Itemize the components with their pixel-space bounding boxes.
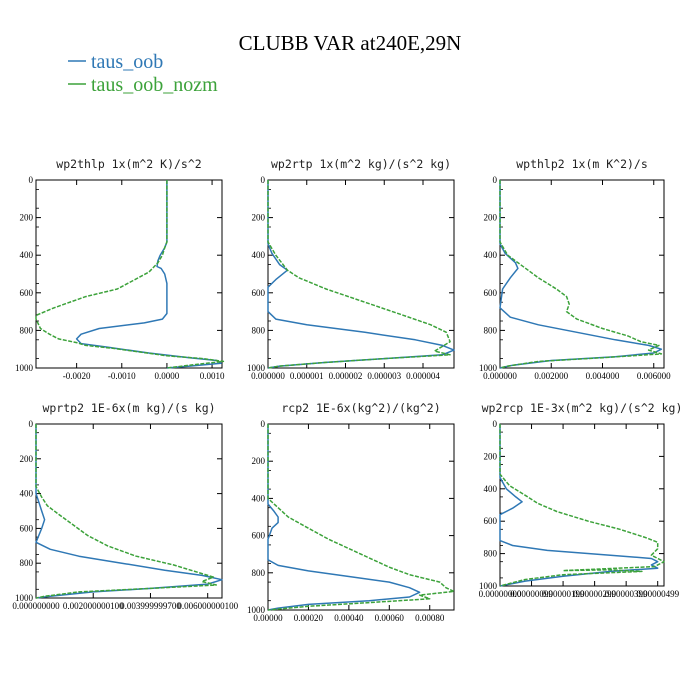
y-tick-label: 1000 bbox=[479, 581, 498, 591]
y-tick-label: 800 bbox=[484, 325, 498, 335]
series-line-taus-oob bbox=[75, 180, 222, 369]
plot-frame bbox=[499, 423, 665, 587]
x-tick-label: -0.0020 bbox=[63, 371, 91, 381]
y-tick-label: 200 bbox=[20, 454, 34, 464]
y-tick-label: 1000 bbox=[247, 605, 266, 615]
y-tick-label: 400 bbox=[20, 250, 34, 260]
y-tick-label: 200 bbox=[484, 451, 498, 461]
y-tick-label: 0 bbox=[261, 175, 266, 185]
plot-frame bbox=[35, 179, 223, 369]
figure-title: CLUBB VAR at240E,29N bbox=[239, 31, 462, 55]
panel-5: rcp2 1E-6x(kg^2)/(kg^2) 0 200 400 600 800 1000… bbox=[247, 401, 455, 623]
x-tick-label: 0.002000 bbox=[534, 371, 568, 381]
panel-title: wp2rcp 1E-3x(m^2 kg)/(s^2 kg) bbox=[482, 401, 683, 415]
x-tick-label: 0.00060 bbox=[375, 613, 405, 623]
y-tick-label: 200 bbox=[252, 456, 266, 466]
series-line-taus-oob bbox=[499, 180, 663, 369]
panel-title: rcp2 1E-6x(kg^2)/(kg^2) bbox=[281, 401, 440, 415]
panel-6: wp2rcp 1E-3x(m^2 kg)/(s^2 kg) 0 200 400 600 8… bbox=[479, 401, 683, 599]
series-line-taus-oob-nozm bbox=[499, 180, 663, 369]
y-tick-label: 200 bbox=[252, 213, 266, 223]
y-tick-label: 1000 bbox=[15, 593, 34, 603]
y-tick-label: 400 bbox=[484, 250, 498, 260]
series-line-taus-oob-nozm bbox=[267, 180, 451, 369]
panel-title: wp2thlp 1x(m^2 K)/s^2 bbox=[56, 157, 201, 171]
y-tick-label: 1000 bbox=[479, 363, 498, 373]
y-tick-label: 600 bbox=[20, 288, 34, 298]
x-tick-label: 0.00020 bbox=[294, 613, 324, 623]
legend-label-taus-oob: taus_oob bbox=[91, 51, 163, 73]
y-tick-label: 600 bbox=[252, 531, 266, 541]
y-tick-label: 600 bbox=[20, 523, 34, 533]
plot-frame bbox=[35, 423, 223, 599]
x-tick-label: 0.00000499 bbox=[636, 589, 679, 599]
x-tick-label: 0.00000099 bbox=[510, 589, 553, 599]
panel-2: wp2rtp 1x(m^2 kg)/(s^2 kg) 0 200 400 600 800 1… bbox=[247, 157, 455, 381]
x-tick-label: 0.00040 bbox=[334, 613, 364, 623]
y-tick-label: 0 bbox=[493, 175, 498, 185]
x-tick-label: 0.004000 bbox=[586, 371, 620, 381]
y-tick-label: 400 bbox=[20, 489, 34, 499]
panel-1: wp2thlp 1x(m^2 K)/s^2 0 200 400 600 800 1000 -0… bbox=[15, 157, 225, 381]
panel-4: wprtp2 1E-6x(m kg)/(s kg) 0 200 400 600 800 10… bbox=[12, 401, 238, 611]
x-tick-label: 0.0010 bbox=[200, 371, 225, 381]
y-tick-label: 0 bbox=[29, 175, 34, 185]
x-tick-label: 0.006000000100 bbox=[177, 601, 238, 611]
panels: wp2thlp 1x(m^2 K)/s^2 0 200 400 600 800 1000 -0… bbox=[12, 157, 682, 623]
y-tick-label: 0 bbox=[29, 419, 34, 429]
y-tick-label: 800 bbox=[484, 549, 498, 559]
y-tick-label: 800 bbox=[252, 568, 266, 578]
y-tick-label: 1000 bbox=[15, 363, 34, 373]
x-tick-label: 0.00000399 bbox=[605, 589, 648, 599]
panel-title: wp2rtp 1x(m^2 kg)/(s^2 kg) bbox=[271, 157, 451, 171]
x-tick-label: 0.00000000 bbox=[479, 589, 522, 599]
x-tick-label: 0.0000 bbox=[155, 371, 180, 381]
x-tick-label: 0.006000 bbox=[637, 371, 671, 381]
y-tick-label: 600 bbox=[484, 288, 498, 298]
y-tick-label: 0 bbox=[261, 419, 266, 429]
x-tick-label: 0.00000299 bbox=[573, 589, 616, 599]
y-tick-label: 400 bbox=[252, 493, 266, 503]
series-line-taus-oob bbox=[499, 424, 659, 587]
x-tick-label: 0.003999999700 bbox=[120, 601, 181, 611]
series-line-taus-oob-nozm bbox=[267, 424, 455, 611]
x-tick-label: 0.000001 bbox=[290, 371, 324, 381]
y-tick-label: 800 bbox=[252, 325, 266, 335]
y-tick-label: 1000 bbox=[247, 363, 266, 373]
x-tick-label: 0.000002 bbox=[329, 371, 363, 381]
series-line-taus-oob-nozm bbox=[35, 180, 225, 369]
x-tick-label: 0.00000199 bbox=[542, 589, 585, 599]
x-tick-label: 0.000000 bbox=[251, 371, 285, 381]
y-tick-label: 200 bbox=[484, 213, 498, 223]
y-tick-label: 400 bbox=[484, 484, 498, 494]
series-line-taus-oob bbox=[267, 180, 455, 369]
y-tick-label: 600 bbox=[252, 288, 266, 298]
x-tick-label: 0.00000 bbox=[253, 613, 283, 623]
series-line-taus-oob bbox=[267, 424, 421, 611]
legend-label-taus-oob-nozm: taus_oob_nozm bbox=[91, 74, 218, 96]
legend: taus_oob taus_oob_nozm bbox=[68, 51, 218, 96]
y-tick-label: 200 bbox=[20, 213, 34, 223]
series-line-taus-oob-nozm bbox=[499, 424, 665, 587]
plot-frame bbox=[267, 179, 455, 369]
x-tick-label: 0.00080 bbox=[415, 613, 445, 623]
series-line-taus-oob-nozm bbox=[35, 424, 218, 599]
y-tick-label: 600 bbox=[484, 516, 498, 526]
panel-3: wpthlp2 1x(m K^2)/s020040060080010000.00… bbox=[479, 157, 671, 381]
x-tick-label: 0.000000000 bbox=[12, 601, 60, 611]
plot-frame bbox=[267, 423, 455, 611]
x-tick-label: 0.000004 bbox=[406, 371, 440, 381]
y-tick-label: 400 bbox=[252, 250, 266, 260]
x-tick-label: -0.0010 bbox=[108, 371, 136, 381]
y-tick-label: 800 bbox=[20, 325, 34, 335]
panel-title: wpthlp2 1x(m K^2)/s bbox=[516, 157, 648, 171]
plot-frame bbox=[499, 179, 665, 369]
panel-title: wprtp2 1E-6x(m kg)/(s kg) bbox=[42, 401, 215, 415]
x-tick-label: 0.002000000100 bbox=[63, 601, 124, 611]
y-tick-label: 0 bbox=[493, 419, 498, 429]
y-tick-label: 800 bbox=[20, 558, 34, 568]
x-tick-label: 0.000003 bbox=[367, 371, 401, 381]
x-tick-label: 0.000000 bbox=[483, 371, 517, 381]
